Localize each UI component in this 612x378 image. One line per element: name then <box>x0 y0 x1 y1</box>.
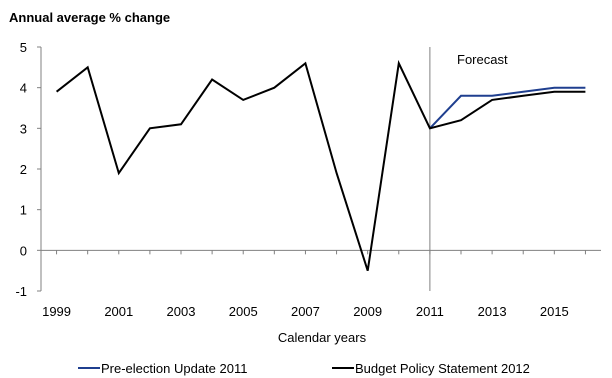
legend: Pre-election Update 2011 Budget Policy S… <box>78 361 530 376</box>
y-tick-label: 2 <box>20 162 27 177</box>
legend-label-pre-election: Pre-election Update 2011 <box>101 361 247 376</box>
series-line-1 <box>55 59 586 272</box>
x-tick-label: 1999 <box>42 304 71 319</box>
x-tick-label: 2007 <box>291 304 320 319</box>
y-tick-label: 0 <box>20 243 27 258</box>
x-axis-title: Calendar years <box>278 330 367 345</box>
forecast-annotation: Forecast <box>457 52 508 67</box>
x-tick-label: 2009 <box>353 304 382 319</box>
y-tick-label: 3 <box>20 121 27 136</box>
y-axis-title: Annual average % change <box>9 10 170 25</box>
x-tick-label: 2005 <box>229 304 258 319</box>
x-tick-label: 2015 <box>540 304 569 319</box>
y-tick-label: 4 <box>20 81 27 96</box>
series-line-0 <box>429 86 586 129</box>
x-tick-label: 2013 <box>478 304 507 319</box>
legend-label-budget-policy: Budget Policy Statement 2012 <box>355 361 530 376</box>
x-tick-label: 2003 <box>167 304 196 319</box>
x-axis-ticks: 1999 2001 2003 2005 2007 2009 2011 2013 2015 <box>42 250 586 319</box>
x-tick-label: 2011 <box>416 304 444 319</box>
y-tick-label: 1 <box>20 203 27 218</box>
x-tick-label: 2001 <box>104 304 133 319</box>
y-tick-label: -1 <box>15 284 27 299</box>
series-layer <box>55 59 586 272</box>
y-tick-label: 5 <box>20 40 27 55</box>
y-axis-ticks: 5 4 3 2 1 0 -1 <box>15 40 41 299</box>
